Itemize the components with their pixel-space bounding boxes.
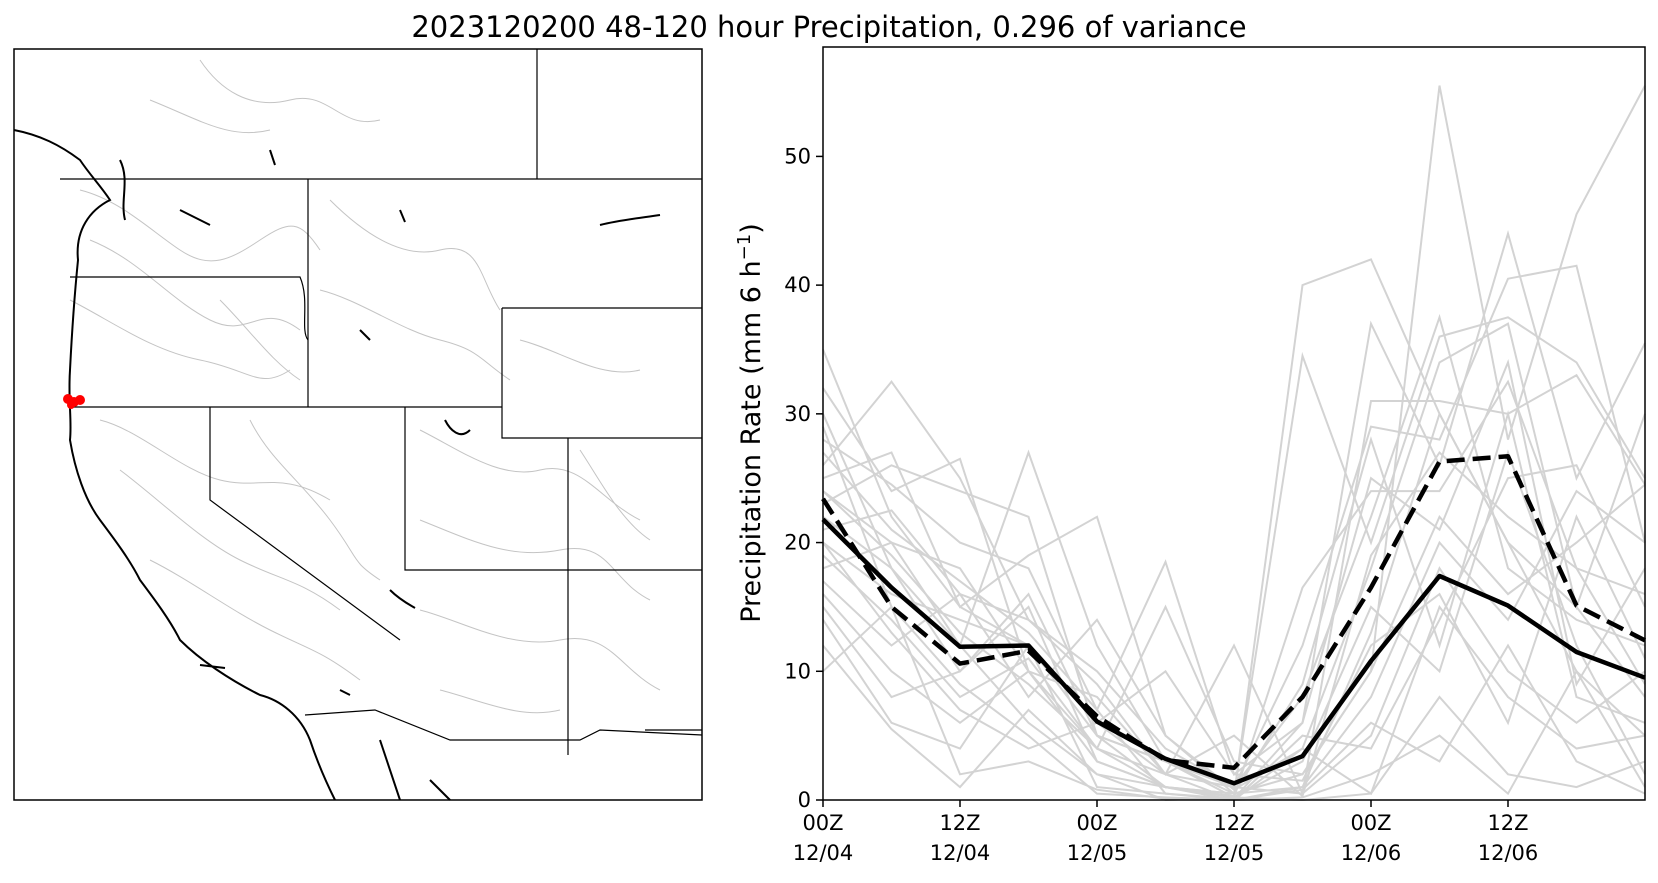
ensemble-member-line-11 <box>822 313 1646 789</box>
x-tick-label-time: 00Z <box>802 811 843 835</box>
x-tick-label-time: 00Z <box>1350 811 1391 835</box>
y-axis-label-sup: −1 <box>734 234 755 261</box>
x-axis-ticks: 00Z 12/04 12Z 12/04 00Z 12/05 12Z 12/05 00Z 12/06… <box>793 800 1539 865</box>
x-tick-label-time: 12Z <box>1213 811 1254 835</box>
x-tick-label-date: 12/06 <box>1341 841 1402 865</box>
y-tick-label: 10 <box>784 659 811 683</box>
ensemble-member-line-23 <box>822 514 1646 782</box>
dashed-series-line <box>821 454 1647 771</box>
watershed-boundaries <box>69 59 661 714</box>
ensemble-member-line-20 <box>822 450 1646 798</box>
y-axis-label-main: Precipitation Rate (mm 6 h <box>736 260 767 622</box>
y-axis-label-close: ) <box>736 223 767 234</box>
x-tick-label-date: 12/05 <box>1204 841 1265 865</box>
ensemble-member-line-1 <box>822 85 1646 795</box>
y-tick-label: 30 <box>784 402 811 426</box>
y-tick-label: 20 <box>784 531 811 555</box>
x-tick-label-date: 12/05 <box>1067 841 1128 865</box>
x-tick-label-time: 12Z <box>939 811 980 835</box>
x-tick-label-date: 12/06 <box>1478 841 1539 865</box>
x-tick-label-date: 12/04 <box>793 841 854 865</box>
ensemble-members <box>822 85 1646 802</box>
red-basin-marker <box>63 394 85 409</box>
y-tick-label: 50 <box>784 144 811 168</box>
ensemble-member-line-6 <box>822 322 1646 791</box>
main-series <box>821 454 1647 786</box>
state-boundaries <box>60 49 703 755</box>
x-tick-label-time: 12Z <box>1487 811 1528 835</box>
chart-title: 2023120200 48-120 hour Precipitation, 0.… <box>411 10 1247 44</box>
x-tick-label-date: 12/04 <box>930 841 991 865</box>
y-axis-label: Precipitation Rate (mm 6 h−1) <box>734 223 767 623</box>
coastline <box>13 129 661 801</box>
y-tick-label: 40 <box>784 273 811 297</box>
ensemble-member-line-21 <box>822 359 1646 800</box>
y-tick-label: 0 <box>798 788 811 812</box>
x-tick-label-time: 00Z <box>1076 811 1117 835</box>
ensemble-member-line-16 <box>822 566 1646 795</box>
ensemble-member-line-12 <box>822 483 1646 776</box>
map-frame <box>13 48 703 801</box>
solid-series-line <box>821 517 1646 786</box>
y-axis-ticks: 0 10 20 30 40 50 <box>784 144 823 812</box>
